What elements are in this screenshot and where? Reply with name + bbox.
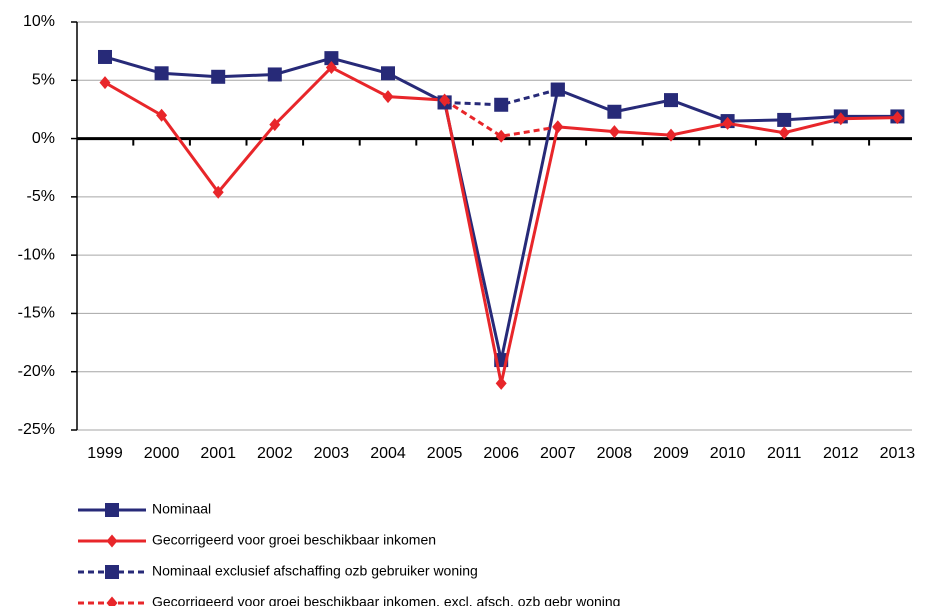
y-tick-label: -10%: [18, 246, 55, 263]
x-tick-label: 2006: [483, 445, 519, 462]
x-tick-label: 2000: [144, 445, 180, 462]
x-tick-label: 2013: [880, 445, 916, 462]
x-tick-label: 2003: [314, 445, 350, 462]
point: [154, 66, 169, 81]
y-tick-label: -5%: [27, 188, 55, 205]
legend-label: Gecorrigeerd voor groei beschikbaar inko…: [152, 532, 436, 548]
x-tick-label: 2002: [257, 445, 293, 462]
x-tick-label: 2011: [767, 445, 802, 462]
legend-marker: [106, 534, 118, 548]
y-tick-label: 0%: [32, 130, 55, 147]
x-tick-label: 2009: [653, 445, 689, 462]
y-tick-label: 5%: [32, 72, 55, 89]
point: [777, 112, 792, 127]
point: [665, 128, 677, 142]
point: [212, 185, 224, 199]
legend-label: Gecorrigeerd voor groei beschikbaar inko…: [152, 594, 620, 606]
legend-marker: [105, 503, 119, 517]
y-tick-label: -25%: [18, 421, 55, 438]
point: [552, 120, 564, 134]
legend-marker: [106, 596, 118, 606]
series-line: [443, 98, 559, 138]
x-tick-label: 2012: [823, 445, 859, 462]
point: [891, 111, 903, 125]
point: [778, 126, 790, 140]
y-tick-label: -15%: [18, 305, 55, 322]
point: [382, 90, 394, 104]
point: [494, 97, 509, 112]
x-tick-label: 2005: [427, 445, 463, 462]
x-tick-label: 2004: [370, 445, 406, 462]
y-tick-label: 10%: [23, 13, 55, 30]
point: [550, 82, 565, 97]
x-tick-label: 2001: [200, 445, 236, 462]
x-tick-label: 1999: [87, 445, 123, 462]
point: [664, 93, 678, 108]
point: [722, 116, 734, 130]
point: [439, 93, 451, 107]
legend-label: Nominaal: [152, 501, 211, 517]
point: [835, 112, 847, 126]
point: [98, 49, 112, 64]
point: [267, 67, 282, 82]
point: [381, 66, 395, 81]
point: [156, 108, 168, 122]
x-tick-label: 2007: [540, 445, 576, 462]
series-line: [444, 88, 559, 107]
point: [607, 104, 622, 119]
point: [495, 129, 507, 143]
legend-marker: [105, 565, 119, 579]
x-tick-label: 2010: [710, 445, 746, 462]
point: [608, 125, 620, 139]
point: [495, 376, 507, 390]
x-tick-label: 2008: [597, 445, 633, 462]
y-tick-label: -20%: [18, 363, 55, 380]
point: [324, 51, 339, 66]
point: [211, 69, 226, 84]
legend-label: Nominaal exclusief afschaffing ozb gebru…: [152, 563, 478, 579]
point: [325, 60, 337, 74]
point: [99, 76, 111, 90]
point: [269, 118, 281, 132]
